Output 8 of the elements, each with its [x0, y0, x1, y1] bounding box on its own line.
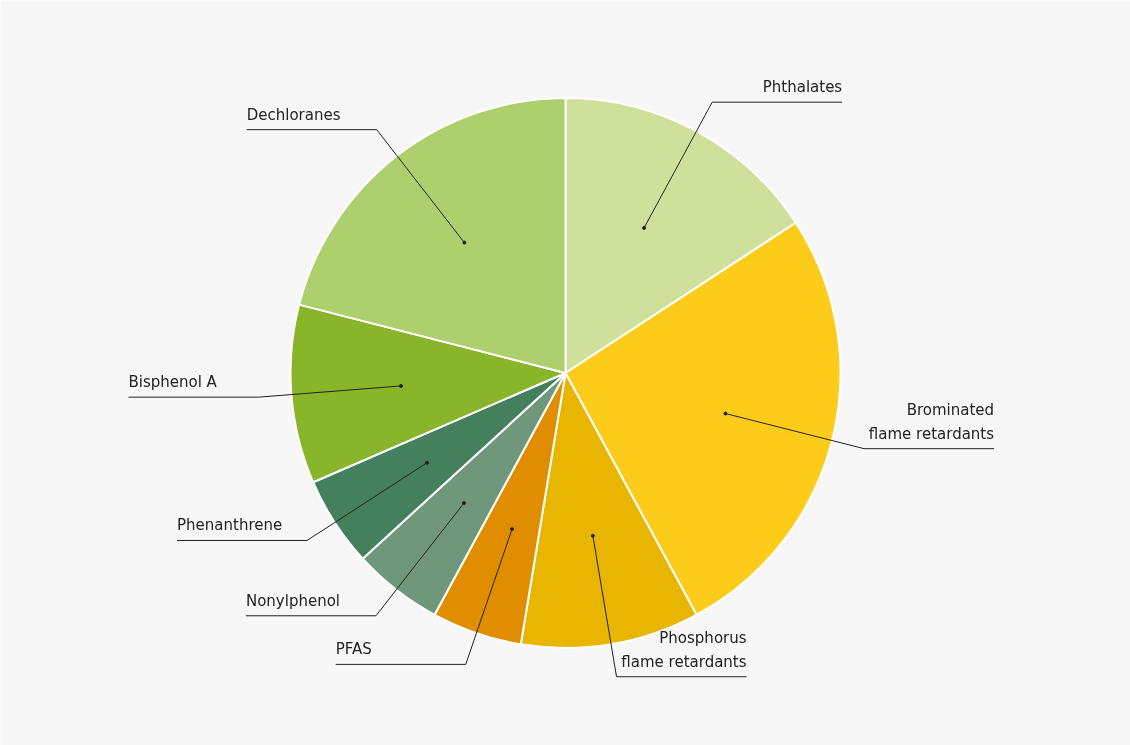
slice-label: Dechloranes — [246, 105, 341, 124]
slice-label: Bisphenol A — [128, 373, 218, 392]
slice-label: Nonylphenol — [245, 591, 341, 610]
slice-label: Phenanthrene — [177, 516, 283, 535]
slice-label: Brominated flame retardants — [868, 401, 995, 443]
slice-label: Phosphorus flame retardants — [621, 629, 747, 671]
slice-label: Phthalates — [762, 78, 843, 97]
slice-label: PFAS — [335, 640, 372, 659]
